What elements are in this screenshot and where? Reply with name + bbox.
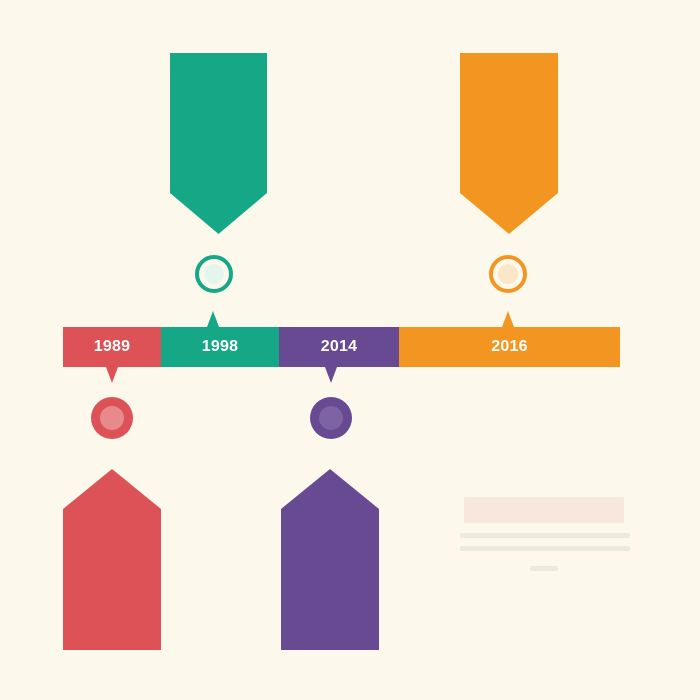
circle-icon [319,406,343,430]
year-label-1989: 1989 [93,338,131,355]
circle-icon [100,406,124,430]
banner-1989 [63,469,161,650]
marker-1998 [195,255,233,293]
timeline-segment-2016: 2016 [399,327,620,367]
circle-icon [204,264,224,284]
banner-2016 [460,53,558,234]
year-label-2016: 2016 [491,338,528,355]
pointer-2014 [325,367,337,383]
timeline-segment-1989: 1989 [63,327,161,367]
timeline-segment-1998: 1998 [161,327,279,367]
pointer-1989 [106,367,118,383]
faint-text-line [460,533,630,538]
year-label-2014: 2014 [320,338,358,355]
timeline-segment-2014: 2014 [279,327,399,367]
banner-2014 [281,469,379,650]
pointer-2016 [502,311,514,327]
marker-2014 [310,397,352,439]
faint-text-line [530,566,558,571]
banner-1998 [170,53,267,234]
circle-icon [498,264,518,284]
faint-label-box [464,497,624,523]
year-label-1998: 1998 [201,338,239,355]
pointer-1998 [207,311,219,327]
marker-1989 [91,397,133,439]
faint-text-line [460,546,630,551]
marker-2016 [489,255,527,293]
